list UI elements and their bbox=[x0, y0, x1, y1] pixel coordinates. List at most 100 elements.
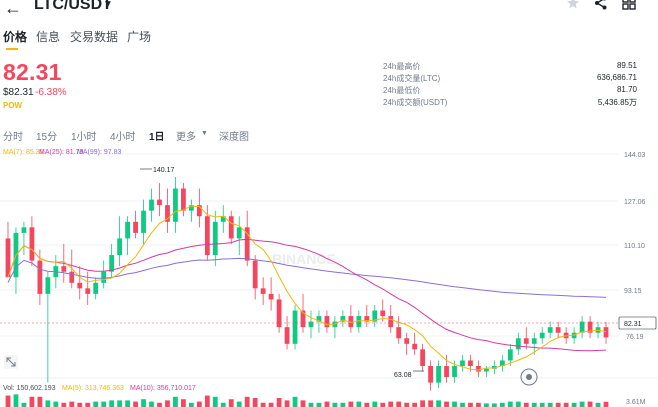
volume-bar bbox=[308, 402, 314, 407]
stat-value: 89.51 bbox=[616, 61, 637, 70]
stat-row: 24h最低价 81.70 bbox=[383, 85, 637, 97]
volume-bar bbox=[165, 400, 170, 407]
volume-bar bbox=[300, 400, 306, 407]
share-icon[interactable] bbox=[594, 0, 608, 10]
grid-icon[interactable] bbox=[622, 0, 636, 10]
range-more[interactable]: 更多 bbox=[176, 132, 196, 143]
candle-body bbox=[499, 360, 505, 366]
volume-bar bbox=[563, 402, 569, 407]
candle-body bbox=[260, 288, 266, 294]
candle-body bbox=[101, 271, 107, 283]
candle-body bbox=[539, 332, 545, 339]
candle-body bbox=[491, 366, 497, 369]
candle-body bbox=[452, 366, 457, 378]
volume-bar bbox=[13, 394, 19, 407]
volume-bar bbox=[157, 402, 162, 407]
candlestick-chart[interactable]: BINANCE MA(7): 85.36 MA(25): 81.79 MA(99… bbox=[0, 144, 658, 407]
volume-bar bbox=[547, 402, 553, 407]
pair-dropdown-icon[interactable]: ▼ bbox=[103, 0, 113, 10]
candle-body bbox=[125, 221, 130, 239]
volume-bar bbox=[452, 401, 457, 407]
range-1d[interactable]: 1日 bbox=[149, 132, 165, 143]
volume-bar bbox=[340, 402, 346, 407]
volume-bar bbox=[5, 395, 11, 407]
interval-selector: 分时 15分 1小时 4小时 1日 更多 ▼ 深度图 bbox=[0, 128, 658, 143]
stat-value: 81.70 bbox=[616, 85, 637, 94]
range-1h[interactable]: 1小时 bbox=[71, 132, 97, 143]
candle-body bbox=[404, 338, 410, 344]
candle-body bbox=[196, 205, 202, 217]
volume-bar bbox=[332, 402, 338, 407]
volume-bar bbox=[428, 400, 433, 407]
y-tick-label: 110.10 bbox=[624, 243, 645, 250]
stat-label: 24h最低价 bbox=[383, 86, 421, 95]
top-bar: ← LTC/USDT ▼ bbox=[0, 0, 658, 20]
volume-bar bbox=[252, 398, 258, 407]
back-arrow-icon[interactable]: ← bbox=[4, 0, 22, 18]
pair-title[interactable]: LTC/USDT bbox=[34, 0, 112, 13]
volume-bar bbox=[29, 396, 35, 407]
candle-body bbox=[444, 366, 449, 378]
volume-bar bbox=[587, 401, 593, 407]
y-tick-label: 144.03 bbox=[624, 152, 646, 159]
volume-bar bbox=[491, 403, 497, 407]
volume-bar bbox=[220, 402, 226, 407]
candle-body bbox=[340, 316, 346, 322]
stat-value: 636,686.71 bbox=[596, 73, 637, 82]
volume-bar bbox=[212, 396, 218, 407]
tab-trading-data[interactable]: 交易数据 bbox=[70, 30, 119, 44]
volume-bar bbox=[571, 402, 577, 407]
pow-tag: POW bbox=[3, 101, 23, 110]
volume-bar bbox=[37, 396, 43, 407]
candle-body bbox=[21, 227, 27, 233]
volume-bar bbox=[595, 402, 601, 407]
candle-body bbox=[468, 360, 473, 366]
candle-body bbox=[220, 216, 226, 222]
candle-body bbox=[93, 282, 99, 294]
volume-bar bbox=[276, 398, 282, 407]
volume-bar bbox=[356, 401, 362, 407]
volume-bar bbox=[579, 401, 585, 407]
volume-bar bbox=[141, 399, 146, 407]
volume-bar bbox=[404, 402, 410, 407]
candle-body bbox=[85, 288, 91, 294]
ma25-line bbox=[7, 238, 607, 352]
more-caret-icon[interactable]: ▼ bbox=[201, 130, 208, 137]
range-timeshare[interactable]: 分时 bbox=[3, 132, 23, 143]
volume-bar bbox=[555, 402, 561, 407]
volume-bar bbox=[436, 400, 441, 407]
volume-ma10-label: MA(10): 356,710.017 bbox=[130, 385, 196, 392]
current-price-tag: 82.31 bbox=[618, 316, 657, 330]
tab-info[interactable]: 信息 bbox=[36, 30, 61, 44]
range-4h[interactable]: 4小时 bbox=[110, 132, 136, 143]
volume-bar bbox=[53, 401, 59, 407]
candle-body bbox=[316, 316, 322, 322]
volume-bar bbox=[244, 396, 250, 407]
volume-bar bbox=[85, 402, 91, 407]
candle-body bbox=[579, 321, 585, 333]
star-icon[interactable] bbox=[566, 0, 580, 10]
volume-label: Vol: 150,602.193 bbox=[3, 385, 56, 392]
stat-row: 24h成交量(LTC) 636,686.71 bbox=[383, 73, 637, 85]
volume-bar bbox=[196, 401, 202, 407]
low-annotation-label: 63.08 bbox=[394, 372, 412, 379]
range-depth[interactable]: 深度图 bbox=[219, 132, 249, 143]
candle-body bbox=[37, 260, 43, 294]
tab-price[interactable]: 价格 bbox=[3, 30, 28, 44]
last-price: 82.31 bbox=[3, 59, 62, 85]
candle-body bbox=[109, 255, 115, 272]
volume-bar bbox=[61, 402, 67, 407]
candle-body bbox=[396, 327, 402, 339]
tab-square[interactable]: 广场 bbox=[127, 30, 152, 44]
candle-body bbox=[531, 338, 537, 344]
range-15m[interactable]: 15分 bbox=[36, 132, 58, 143]
volume-bar bbox=[316, 402, 322, 407]
ma7-label: MA(7): 85.36 bbox=[3, 149, 44, 156]
volume-bar bbox=[364, 402, 370, 407]
volume-bar bbox=[396, 401, 402, 407]
expand-icon[interactable] bbox=[4, 355, 18, 369]
candle-body bbox=[276, 299, 282, 328]
volume-bar bbox=[101, 401, 107, 407]
candle-body bbox=[173, 188, 178, 222]
volume-bar bbox=[412, 402, 418, 407]
